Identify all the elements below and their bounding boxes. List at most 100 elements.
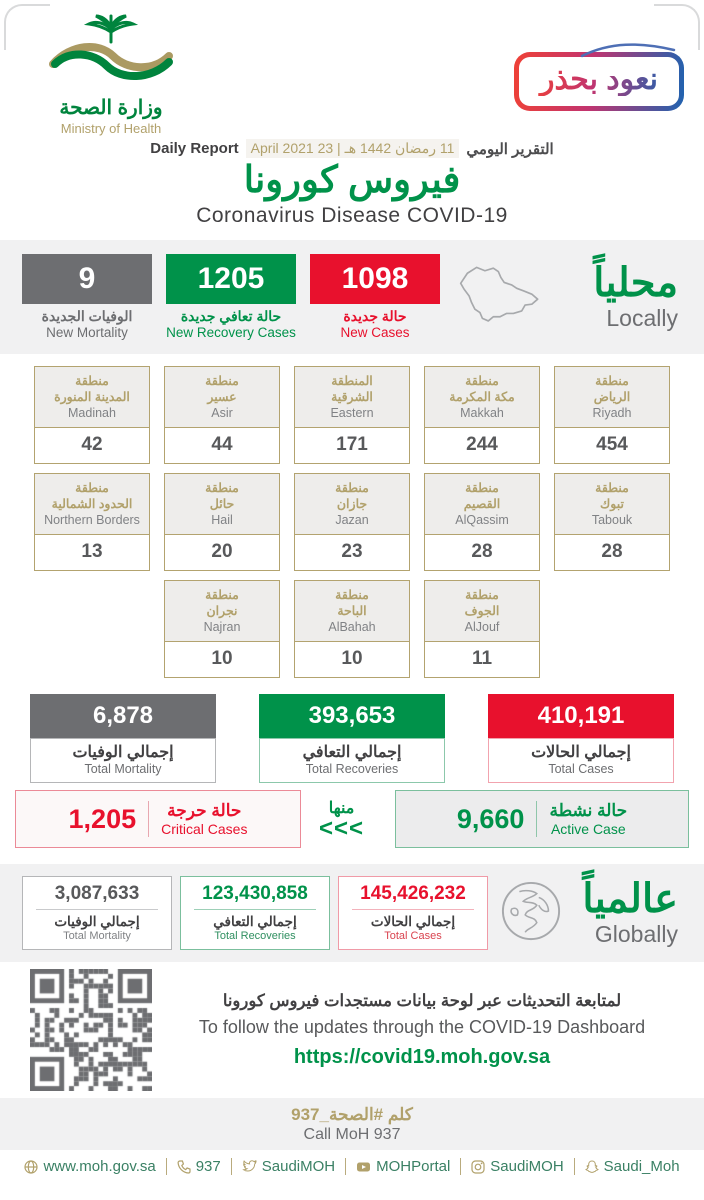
- region-name-en: AlJouf: [464, 620, 500, 635]
- total-cases: 410,191 إجمالي الحالات Total Cases: [488, 694, 674, 783]
- total-cases-label-ar: إجمالي الحالات: [531, 744, 631, 761]
- divider: [148, 801, 150, 837]
- region-name-en: Jazan: [335, 513, 369, 528]
- global-mortality-label-en: Total Mortality: [63, 930, 131, 942]
- active-cases-value: 9,660: [456, 803, 525, 834]
- dashboard-section: لمتابعة التحديثات عبر لوحة بيانات مستجدا…: [30, 966, 674, 1094]
- report-label-ar: التقرير اليومي: [466, 140, 554, 158]
- region-name-en: Madinah: [68, 406, 116, 421]
- total-recoveries-value: 393,653: [259, 694, 445, 738]
- region-name-en: Makkah: [460, 406, 504, 421]
- new-recovery-value: 1205: [166, 254, 296, 304]
- global-total-recoveries: 123,430,858 إجمالي التعافي Total Recover…: [180, 876, 330, 950]
- global-cases-label-en: Total Cases: [384, 930, 442, 942]
- new-mortality-label-en: New Mortality: [46, 325, 128, 340]
- saudi-arabia-map-icon: [454, 251, 546, 344]
- region-card-hail: منطقة حائل Hail 20: [164, 473, 280, 571]
- new-recovery-stat: 1205 حالة تعافي جديدة New Recovery Cases: [166, 254, 296, 340]
- footer-links: www.moh.gov.sa 937 SaudiMOH MOHPortal: [0, 1158, 704, 1175]
- total-recoveries-label-en: Total Recoveries: [305, 762, 399, 776]
- region-value: 42: [81, 434, 103, 455]
- call-moh-en: Call MoH 937: [303, 1125, 401, 1143]
- global-cases-value: 145,426,232: [360, 883, 466, 904]
- dashboard-url-link[interactable]: https://covid19.moh.gov.sa: [293, 1046, 551, 1068]
- globally-heading-ar: عالمياً: [582, 876, 678, 921]
- region-card-northern-borders: منطقة الحدود الشمالية Northern Borders 13: [34, 473, 150, 571]
- divider: [573, 1158, 575, 1175]
- badge-text: نعود بحذر: [529, 63, 669, 96]
- new-cases-stat: 1098 حالة جديدة New Cases: [310, 254, 440, 340]
- region-name-en: Eastern: [330, 406, 374, 421]
- call-moh-section: كلم #الصحة_937 Call MoH 937: [0, 1098, 704, 1150]
- active-cases-box: 9,660 حالة نشطة Active Case: [395, 790, 689, 848]
- region-name-en: Hail: [211, 513, 233, 528]
- region-card-asir: منطقة عسير Asir 44: [164, 366, 280, 464]
- moh-logo: وزارة الصحة Ministry of Health: [26, 12, 196, 136]
- footer-link-phone[interactable]: 937: [177, 1158, 221, 1175]
- footer-link-label: Saudi_Moh: [603, 1158, 680, 1175]
- moh-logo-name-ar: وزارة الصحة: [59, 97, 163, 119]
- region-name-ar: منطقة الجوف: [464, 587, 500, 618]
- region-value: 28: [471, 541, 493, 562]
- critical-cases-box: 1,205 حالة حرجة Critical Cases: [15, 790, 301, 848]
- region-card-albahah: منطقة الباحة AlBahah 10: [294, 580, 410, 678]
- footer-link-snapchat[interactable]: Saudi_Moh: [584, 1158, 680, 1175]
- phone-icon: [177, 1159, 191, 1174]
- region-name-ar: منطقة نجران: [205, 587, 239, 618]
- total-mortality-label-en: Total Mortality: [84, 762, 162, 776]
- divider: [36, 909, 158, 910]
- active-cases-label-ar: حالة نشطة: [549, 801, 628, 820]
- total-cases-value: 410,191: [488, 694, 674, 738]
- total-mortality-value: 6,878: [30, 694, 216, 738]
- global-recoveries-value: 123,430,858: [202, 883, 308, 904]
- report-date: 11 رمضان 1442 هـ | 23 April 2021: [245, 139, 460, 158]
- divider: [230, 1158, 232, 1175]
- new-cases-value: 1098: [310, 254, 440, 304]
- new-mortality-stat: 9 الوفيات الجديدة New Mortality: [22, 254, 152, 340]
- divider: [345, 1158, 347, 1175]
- critical-cases-label-en: Critical Cases: [161, 821, 248, 837]
- region-name-ar: منطقة جازان: [335, 480, 369, 511]
- footer-link-twitter[interactable]: SaudiMOH: [242, 1158, 335, 1175]
- region-value: 44: [211, 434, 233, 455]
- return-with-caution-badge: نعود بحذر: [514, 43, 684, 111]
- footer-link-website[interactable]: www.moh.gov.sa: [24, 1158, 156, 1175]
- globally-section: 3,087,633 إجمالي الوفيات Total Mortality…: [0, 864, 704, 962]
- new-recovery-label-ar: حالة تعافي جديدة: [180, 308, 282, 324]
- region-value: 454: [596, 434, 628, 455]
- globe-icon: [500, 880, 562, 947]
- new-cases-label-ar: حالة جديدة: [343, 308, 407, 324]
- divider: [460, 1158, 462, 1175]
- regions-row-3: منطقة نجران Najran 10 منطقة الباحة AlBahah…: [30, 580, 674, 678]
- region-card-madinah: منطقة المدينة المنورة Madinah 42: [34, 366, 150, 464]
- left-arrows-icon: <<<: [319, 815, 365, 843]
- region-value: 10: [211, 648, 233, 669]
- region-card-riyadh: منطقة الرياض Riyadh 454: [554, 366, 670, 464]
- global-total-cases: 145,426,232 إجمالي الحالات Total Cases: [338, 876, 488, 950]
- region-card-makkah: منطقة مكة المكرمة Makkah 244: [424, 366, 540, 464]
- moh-logo-name-en: Ministry of Health: [60, 121, 162, 136]
- moh-logo-icon: [49, 14, 173, 81]
- global-mortality-label-ar: إجمالي الوفيات: [54, 914, 140, 929]
- region-card-tabouk: منطقة تبوك Tabouk 28: [554, 473, 670, 571]
- region-value: 244: [466, 434, 498, 455]
- global-recoveries-label-en: Total Recoveries: [214, 930, 296, 942]
- region-name-en: Riyadh: [592, 406, 632, 421]
- region-name-ar: منطقة الباحة: [335, 587, 369, 618]
- report-line: التقرير اليومي 11 رمضان 1442 هـ | 23 Apr…: [0, 139, 704, 158]
- region-name-ar: منطقة تبوك: [595, 480, 629, 511]
- region-name-ar: منطقة المدينة المنورة: [54, 373, 130, 404]
- footer-link-label: SaudiMOH: [490, 1158, 564, 1175]
- locally-heading: محلياً Locally: [593, 263, 682, 332]
- region-value: 10: [341, 648, 363, 669]
- footer-link-youtube[interactable]: MOHPortal: [356, 1158, 450, 1175]
- total-cases-label-en: Total Cases: [548, 762, 614, 776]
- region-value: 23: [341, 541, 363, 562]
- divider: [352, 909, 474, 910]
- report-label-en: Daily Report: [150, 140, 239, 157]
- footer-link-instagram[interactable]: SaudiMOH: [471, 1158, 564, 1175]
- total-mortality-label-ar: إجمالي الوفيات: [72, 744, 174, 761]
- locally-heading-en: Locally: [606, 304, 678, 331]
- region-value: 171: [336, 434, 368, 455]
- of-which-indicator: منها <<<: [319, 798, 364, 840]
